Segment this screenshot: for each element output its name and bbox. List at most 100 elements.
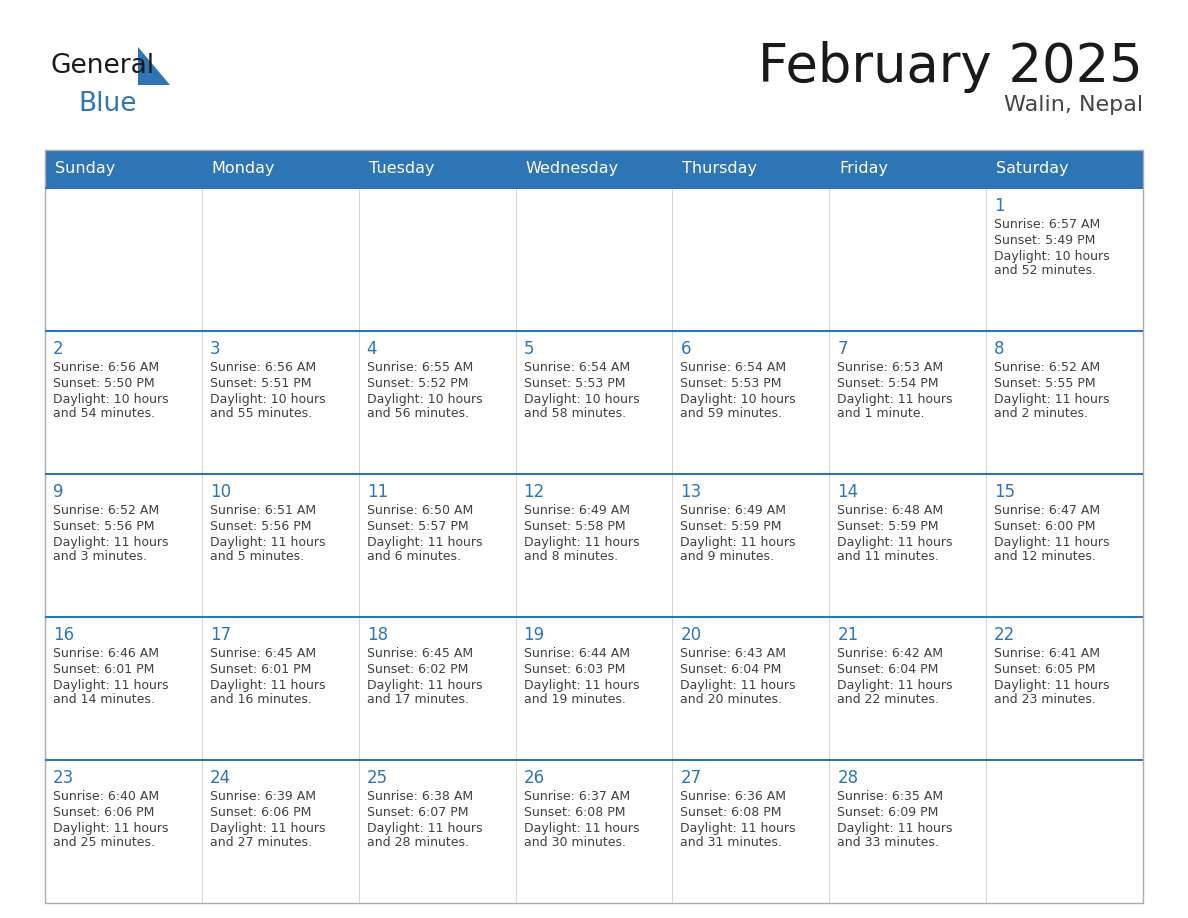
- Text: Monday: Monday: [211, 162, 276, 176]
- Text: Daylight: 11 hours: Daylight: 11 hours: [210, 822, 326, 835]
- Text: Daylight: 11 hours: Daylight: 11 hours: [838, 679, 953, 692]
- Bar: [359, 474, 516, 617]
- Text: 12: 12: [524, 483, 545, 501]
- Text: and 25 minutes.: and 25 minutes.: [53, 836, 154, 849]
- Text: 4: 4: [367, 340, 378, 358]
- Text: Daylight: 10 hours: Daylight: 10 hours: [524, 393, 639, 406]
- Bar: [829, 331, 986, 474]
- Text: Sunrise: 6:43 AM: Sunrise: 6:43 AM: [681, 647, 786, 660]
- Text: and 31 minutes.: and 31 minutes.: [681, 836, 783, 849]
- Text: Sunrise: 6:45 AM: Sunrise: 6:45 AM: [367, 647, 473, 660]
- Text: Sunrise: 6:55 AM: Sunrise: 6:55 AM: [367, 361, 473, 374]
- Text: and 8 minutes.: and 8 minutes.: [524, 550, 618, 563]
- Bar: [202, 331, 359, 474]
- Bar: [986, 331, 1143, 474]
- Text: Sunset: 5:55 PM: Sunset: 5:55 PM: [994, 377, 1095, 390]
- Text: 9: 9: [53, 483, 63, 501]
- Text: and 3 minutes.: and 3 minutes.: [53, 550, 147, 563]
- Bar: [359, 150, 516, 188]
- Text: Sunset: 6:08 PM: Sunset: 6:08 PM: [681, 806, 782, 819]
- Text: and 23 minutes.: and 23 minutes.: [994, 693, 1097, 706]
- Text: Sunset: 6:02 PM: Sunset: 6:02 PM: [367, 663, 468, 676]
- Bar: [202, 760, 359, 903]
- Text: and 12 minutes.: and 12 minutes.: [994, 550, 1097, 563]
- Text: 14: 14: [838, 483, 859, 501]
- Text: Sunrise: 6:41 AM: Sunrise: 6:41 AM: [994, 647, 1100, 660]
- Bar: [516, 331, 672, 474]
- Text: Sunset: 6:07 PM: Sunset: 6:07 PM: [367, 806, 468, 819]
- Bar: [672, 474, 829, 617]
- Text: 19: 19: [524, 626, 544, 644]
- Bar: [829, 188, 986, 331]
- Bar: [672, 331, 829, 474]
- Text: and 58 minutes.: and 58 minutes.: [524, 407, 626, 420]
- Text: 21: 21: [838, 626, 859, 644]
- Text: Sunset: 6:01 PM: Sunset: 6:01 PM: [53, 663, 154, 676]
- Text: Daylight: 11 hours: Daylight: 11 hours: [367, 822, 482, 835]
- Text: and 17 minutes.: and 17 minutes.: [367, 693, 469, 706]
- Text: Thursday: Thursday: [682, 162, 758, 176]
- Text: Sunrise: 6:47 AM: Sunrise: 6:47 AM: [994, 504, 1100, 517]
- Text: Sunset: 5:50 PM: Sunset: 5:50 PM: [53, 377, 154, 390]
- Text: 20: 20: [681, 626, 702, 644]
- Text: 6: 6: [681, 340, 691, 358]
- Text: 11: 11: [367, 483, 388, 501]
- Text: Sunset: 5:52 PM: Sunset: 5:52 PM: [367, 377, 468, 390]
- Bar: [359, 331, 516, 474]
- Text: Sunset: 6:09 PM: Sunset: 6:09 PM: [838, 806, 939, 819]
- Text: Sunset: 5:56 PM: Sunset: 5:56 PM: [210, 520, 311, 533]
- Text: Daylight: 11 hours: Daylight: 11 hours: [210, 536, 326, 549]
- Text: Daylight: 11 hours: Daylight: 11 hours: [838, 822, 953, 835]
- Text: Sunset: 5:59 PM: Sunset: 5:59 PM: [681, 520, 782, 533]
- Text: and 6 minutes.: and 6 minutes.: [367, 550, 461, 563]
- Text: Sunset: 6:08 PM: Sunset: 6:08 PM: [524, 806, 625, 819]
- Text: 8: 8: [994, 340, 1005, 358]
- Text: and 20 minutes.: and 20 minutes.: [681, 693, 783, 706]
- Text: Sunset: 6:06 PM: Sunset: 6:06 PM: [53, 806, 154, 819]
- Text: Sunrise: 6:52 AM: Sunrise: 6:52 AM: [53, 504, 159, 517]
- Text: Daylight: 11 hours: Daylight: 11 hours: [524, 536, 639, 549]
- Text: Saturday: Saturday: [997, 162, 1069, 176]
- Bar: [516, 474, 672, 617]
- Bar: [359, 188, 516, 331]
- Text: and 11 minutes.: and 11 minutes.: [838, 550, 940, 563]
- Text: 10: 10: [210, 483, 230, 501]
- Bar: [986, 617, 1143, 760]
- Text: and 16 minutes.: and 16 minutes.: [210, 693, 311, 706]
- Text: Sunset: 5:49 PM: Sunset: 5:49 PM: [994, 234, 1095, 247]
- Bar: [516, 150, 672, 188]
- Text: and 55 minutes.: and 55 minutes.: [210, 407, 312, 420]
- Bar: [829, 760, 986, 903]
- Text: 25: 25: [367, 769, 387, 787]
- Text: Daylight: 11 hours: Daylight: 11 hours: [367, 536, 482, 549]
- Bar: [829, 617, 986, 760]
- Text: and 2 minutes.: and 2 minutes.: [994, 407, 1088, 420]
- Text: Sunrise: 6:53 AM: Sunrise: 6:53 AM: [838, 361, 943, 374]
- Text: 15: 15: [994, 483, 1016, 501]
- Text: and 30 minutes.: and 30 minutes.: [524, 836, 626, 849]
- Text: Daylight: 11 hours: Daylight: 11 hours: [994, 679, 1110, 692]
- Text: Blue: Blue: [78, 91, 137, 117]
- Text: Sunrise: 6:49 AM: Sunrise: 6:49 AM: [524, 504, 630, 517]
- Text: Sunrise: 6:49 AM: Sunrise: 6:49 AM: [681, 504, 786, 517]
- Text: Daylight: 11 hours: Daylight: 11 hours: [838, 393, 953, 406]
- Text: 7: 7: [838, 340, 848, 358]
- Text: Sunset: 5:54 PM: Sunset: 5:54 PM: [838, 377, 939, 390]
- Text: Sunrise: 6:48 AM: Sunrise: 6:48 AM: [838, 504, 943, 517]
- Bar: [45, 150, 1143, 903]
- Bar: [202, 150, 359, 188]
- Text: 2: 2: [53, 340, 64, 358]
- Text: Sunset: 6:01 PM: Sunset: 6:01 PM: [210, 663, 311, 676]
- Text: Sunday: Sunday: [55, 162, 115, 176]
- Bar: [986, 150, 1143, 188]
- Text: Sunrise: 6:40 AM: Sunrise: 6:40 AM: [53, 790, 159, 803]
- Bar: [202, 474, 359, 617]
- Text: Daylight: 10 hours: Daylight: 10 hours: [367, 393, 482, 406]
- Text: 17: 17: [210, 626, 230, 644]
- Text: 13: 13: [681, 483, 702, 501]
- Bar: [986, 760, 1143, 903]
- Text: and 56 minutes.: and 56 minutes.: [367, 407, 469, 420]
- Text: Sunrise: 6:42 AM: Sunrise: 6:42 AM: [838, 647, 943, 660]
- Text: Sunrise: 6:54 AM: Sunrise: 6:54 AM: [681, 361, 786, 374]
- Bar: [45, 617, 202, 760]
